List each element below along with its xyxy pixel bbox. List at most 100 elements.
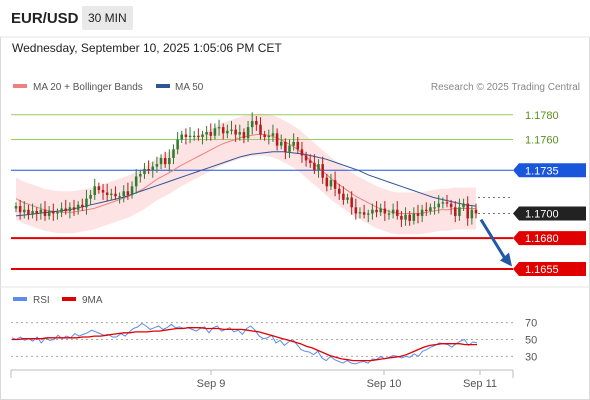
candle-body <box>68 207 72 211</box>
candle-body <box>122 191 126 197</box>
credit-text: Research © 2025 Trading Central <box>431 82 580 93</box>
candle <box>246 120 250 142</box>
candle <box>184 128 188 145</box>
candle-body <box>325 177 329 187</box>
candle <box>47 206 51 220</box>
candle-body <box>35 211 38 214</box>
candle <box>458 198 461 221</box>
candle-body <box>263 134 266 137</box>
candle <box>300 141 304 163</box>
candle <box>263 130 266 141</box>
candle <box>18 199 22 220</box>
candle <box>134 169 138 194</box>
candle-body <box>201 134 204 137</box>
candle-body <box>180 134 184 140</box>
candle <box>242 128 246 144</box>
candle <box>395 201 399 220</box>
candle <box>151 161 155 178</box>
candle-body <box>14 206 18 209</box>
candle <box>284 138 287 160</box>
candle-body <box>342 193 345 200</box>
candle <box>188 127 192 144</box>
candle-body <box>462 203 465 208</box>
candle <box>52 203 55 221</box>
candle <box>313 154 316 174</box>
candle <box>60 202 63 218</box>
candle <box>31 203 34 219</box>
candle-body <box>134 176 138 187</box>
moving-averages <box>15 134 477 217</box>
candle-body <box>64 208 68 211</box>
candle <box>259 117 262 140</box>
candle-body <box>213 128 217 136</box>
candle-body <box>60 208 63 213</box>
candle <box>105 183 109 202</box>
candle-body <box>114 193 117 197</box>
candle <box>383 201 387 221</box>
candle <box>159 154 163 170</box>
x-tick-label: Sep 9 <box>197 378 226 390</box>
candle <box>379 203 382 216</box>
x-tick-label: Sep 10 <box>367 378 402 390</box>
candle-body <box>408 214 411 221</box>
candle <box>449 199 453 215</box>
candle-body <box>416 213 420 216</box>
candle-body <box>217 127 221 129</box>
candle <box>429 203 432 215</box>
level-label-1.1680: 1.1680 <box>525 233 559 245</box>
candle-body <box>139 174 142 177</box>
candles <box>14 112 478 228</box>
candle-body <box>400 215 403 220</box>
candle-body <box>246 127 250 139</box>
symbol-title: EUR/USD <box>11 10 79 27</box>
forecast-arrow-shaft <box>479 218 507 260</box>
candle <box>68 202 72 219</box>
candle-body <box>449 203 453 208</box>
candle <box>454 201 457 223</box>
candle <box>163 151 167 168</box>
candle-body <box>192 135 196 137</box>
candle-body <box>155 164 159 167</box>
timeframe-badge[interactable]: 30 MIN <box>82 6 133 30</box>
candle-body <box>313 162 316 171</box>
rsi-legend-swatch <box>13 297 27 301</box>
level-tag-1.1680 <box>513 231 586 246</box>
candle-body <box>76 204 80 210</box>
candle-body <box>209 132 213 136</box>
ma50-legend-label: MA 50 <box>175 82 204 93</box>
candle-body <box>375 209 378 213</box>
candle <box>234 124 237 142</box>
candle-body <box>379 208 382 213</box>
candle-body <box>159 157 163 165</box>
candle <box>139 170 142 183</box>
candle <box>205 125 208 141</box>
candle <box>350 191 353 215</box>
bollinger-band-area <box>16 113 476 235</box>
candle <box>192 130 196 141</box>
candle-body <box>89 194 92 199</box>
candle-body <box>250 120 254 128</box>
candle-body <box>387 213 391 215</box>
candle <box>35 207 38 221</box>
rsi-tick-70: 70 <box>525 318 537 330</box>
candle <box>72 199 76 216</box>
candle-body <box>101 190 105 193</box>
candle-body <box>412 213 416 221</box>
candle <box>130 181 134 199</box>
candle-body <box>433 207 436 209</box>
candle-body <box>317 164 320 171</box>
candle-body <box>72 207 76 210</box>
rsi-tick-50: 50 <box>525 335 537 347</box>
candle <box>470 206 474 225</box>
price-levels <box>11 114 513 270</box>
candle-body <box>354 207 358 214</box>
candle-body <box>43 209 47 216</box>
candle <box>238 124 242 141</box>
candle <box>337 183 341 200</box>
candle-body <box>454 207 457 216</box>
candle <box>56 208 59 220</box>
candle-body <box>47 211 51 216</box>
candle <box>213 123 217 140</box>
candle <box>346 193 349 204</box>
candle <box>209 123 213 141</box>
